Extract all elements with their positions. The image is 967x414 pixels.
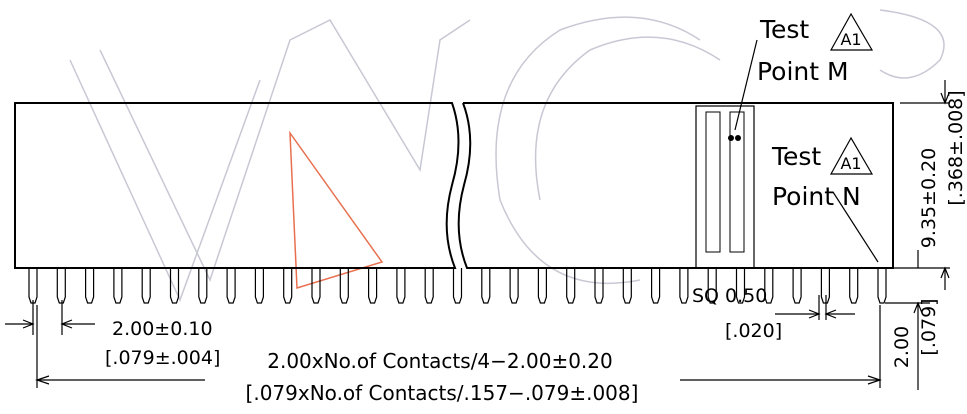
dimension-imperial: [.368±.008] [945, 90, 967, 205]
pin [452, 268, 463, 304]
pin [537, 268, 547, 304]
pin [113, 268, 123, 304]
pin [254, 268, 264, 304]
pin [368, 268, 378, 304]
pin [651, 268, 661, 304]
dimension-metric: 2.00 [891, 326, 913, 368]
pitch-dimension [5, 300, 95, 335]
pin [792, 268, 802, 304]
dimension-metric: 2.00±0.10 [112, 318, 213, 340]
badge-triangle [829, 136, 874, 175]
dimension-metric: 2.00xNo.of Contacts/4−2.00±0.20 [267, 349, 612, 373]
pin [424, 268, 434, 304]
pins [28, 268, 887, 304]
section-detail [695, 105, 755, 269]
pin [226, 268, 236, 304]
dimension-metric: SQ 0.50 [692, 285, 767, 307]
overall-dimension [35, 305, 882, 388]
red-marker [289, 130, 384, 290]
dimension-imperial: [.079±.004] [105, 347, 220, 369]
leader [734, 39, 758, 131]
pin [481, 268, 491, 304]
pin [56, 268, 66, 304]
pin [339, 268, 349, 304]
callout-label: Test [771, 142, 821, 171]
leader [832, 191, 879, 263]
pin [169, 268, 180, 304]
pin [849, 268, 859, 304]
connector-body [14, 102, 894, 269]
badge: A1 [840, 30, 861, 49]
pin [707, 268, 717, 304]
pin [396, 268, 406, 304]
pin [764, 268, 774, 304]
dimension-imperial: [.079] [918, 298, 940, 355]
dimension-imperial: [.079xNo.of Contacts/.157−.079±.008] [246, 381, 639, 405]
dimension-metric: 9.35±0.20 [918, 148, 940, 249]
pin [877, 268, 887, 304]
callout-name: Point N [772, 182, 861, 211]
pin [509, 268, 519, 304]
pin-size-dimension [775, 295, 855, 320]
pin [311, 268, 321, 304]
dimension-imperial: [.020] [725, 320, 782, 342]
pin-length-dimension [885, 250, 930, 390]
pin [622, 268, 632, 304]
pin [198, 268, 208, 304]
badge-triangle [829, 12, 874, 51]
pin [594, 268, 604, 304]
callout-label: Test [759, 15, 809, 44]
pin [28, 268, 38, 304]
callout-name: Point M [757, 57, 849, 86]
pin [566, 268, 576, 304]
height-dimension [893, 80, 950, 290]
pin [679, 268, 689, 304]
pin [85, 268, 95, 304]
pin [141, 268, 151, 304]
pin [283, 268, 293, 304]
badge: A1 [840, 154, 861, 173]
pin [735, 268, 746, 304]
